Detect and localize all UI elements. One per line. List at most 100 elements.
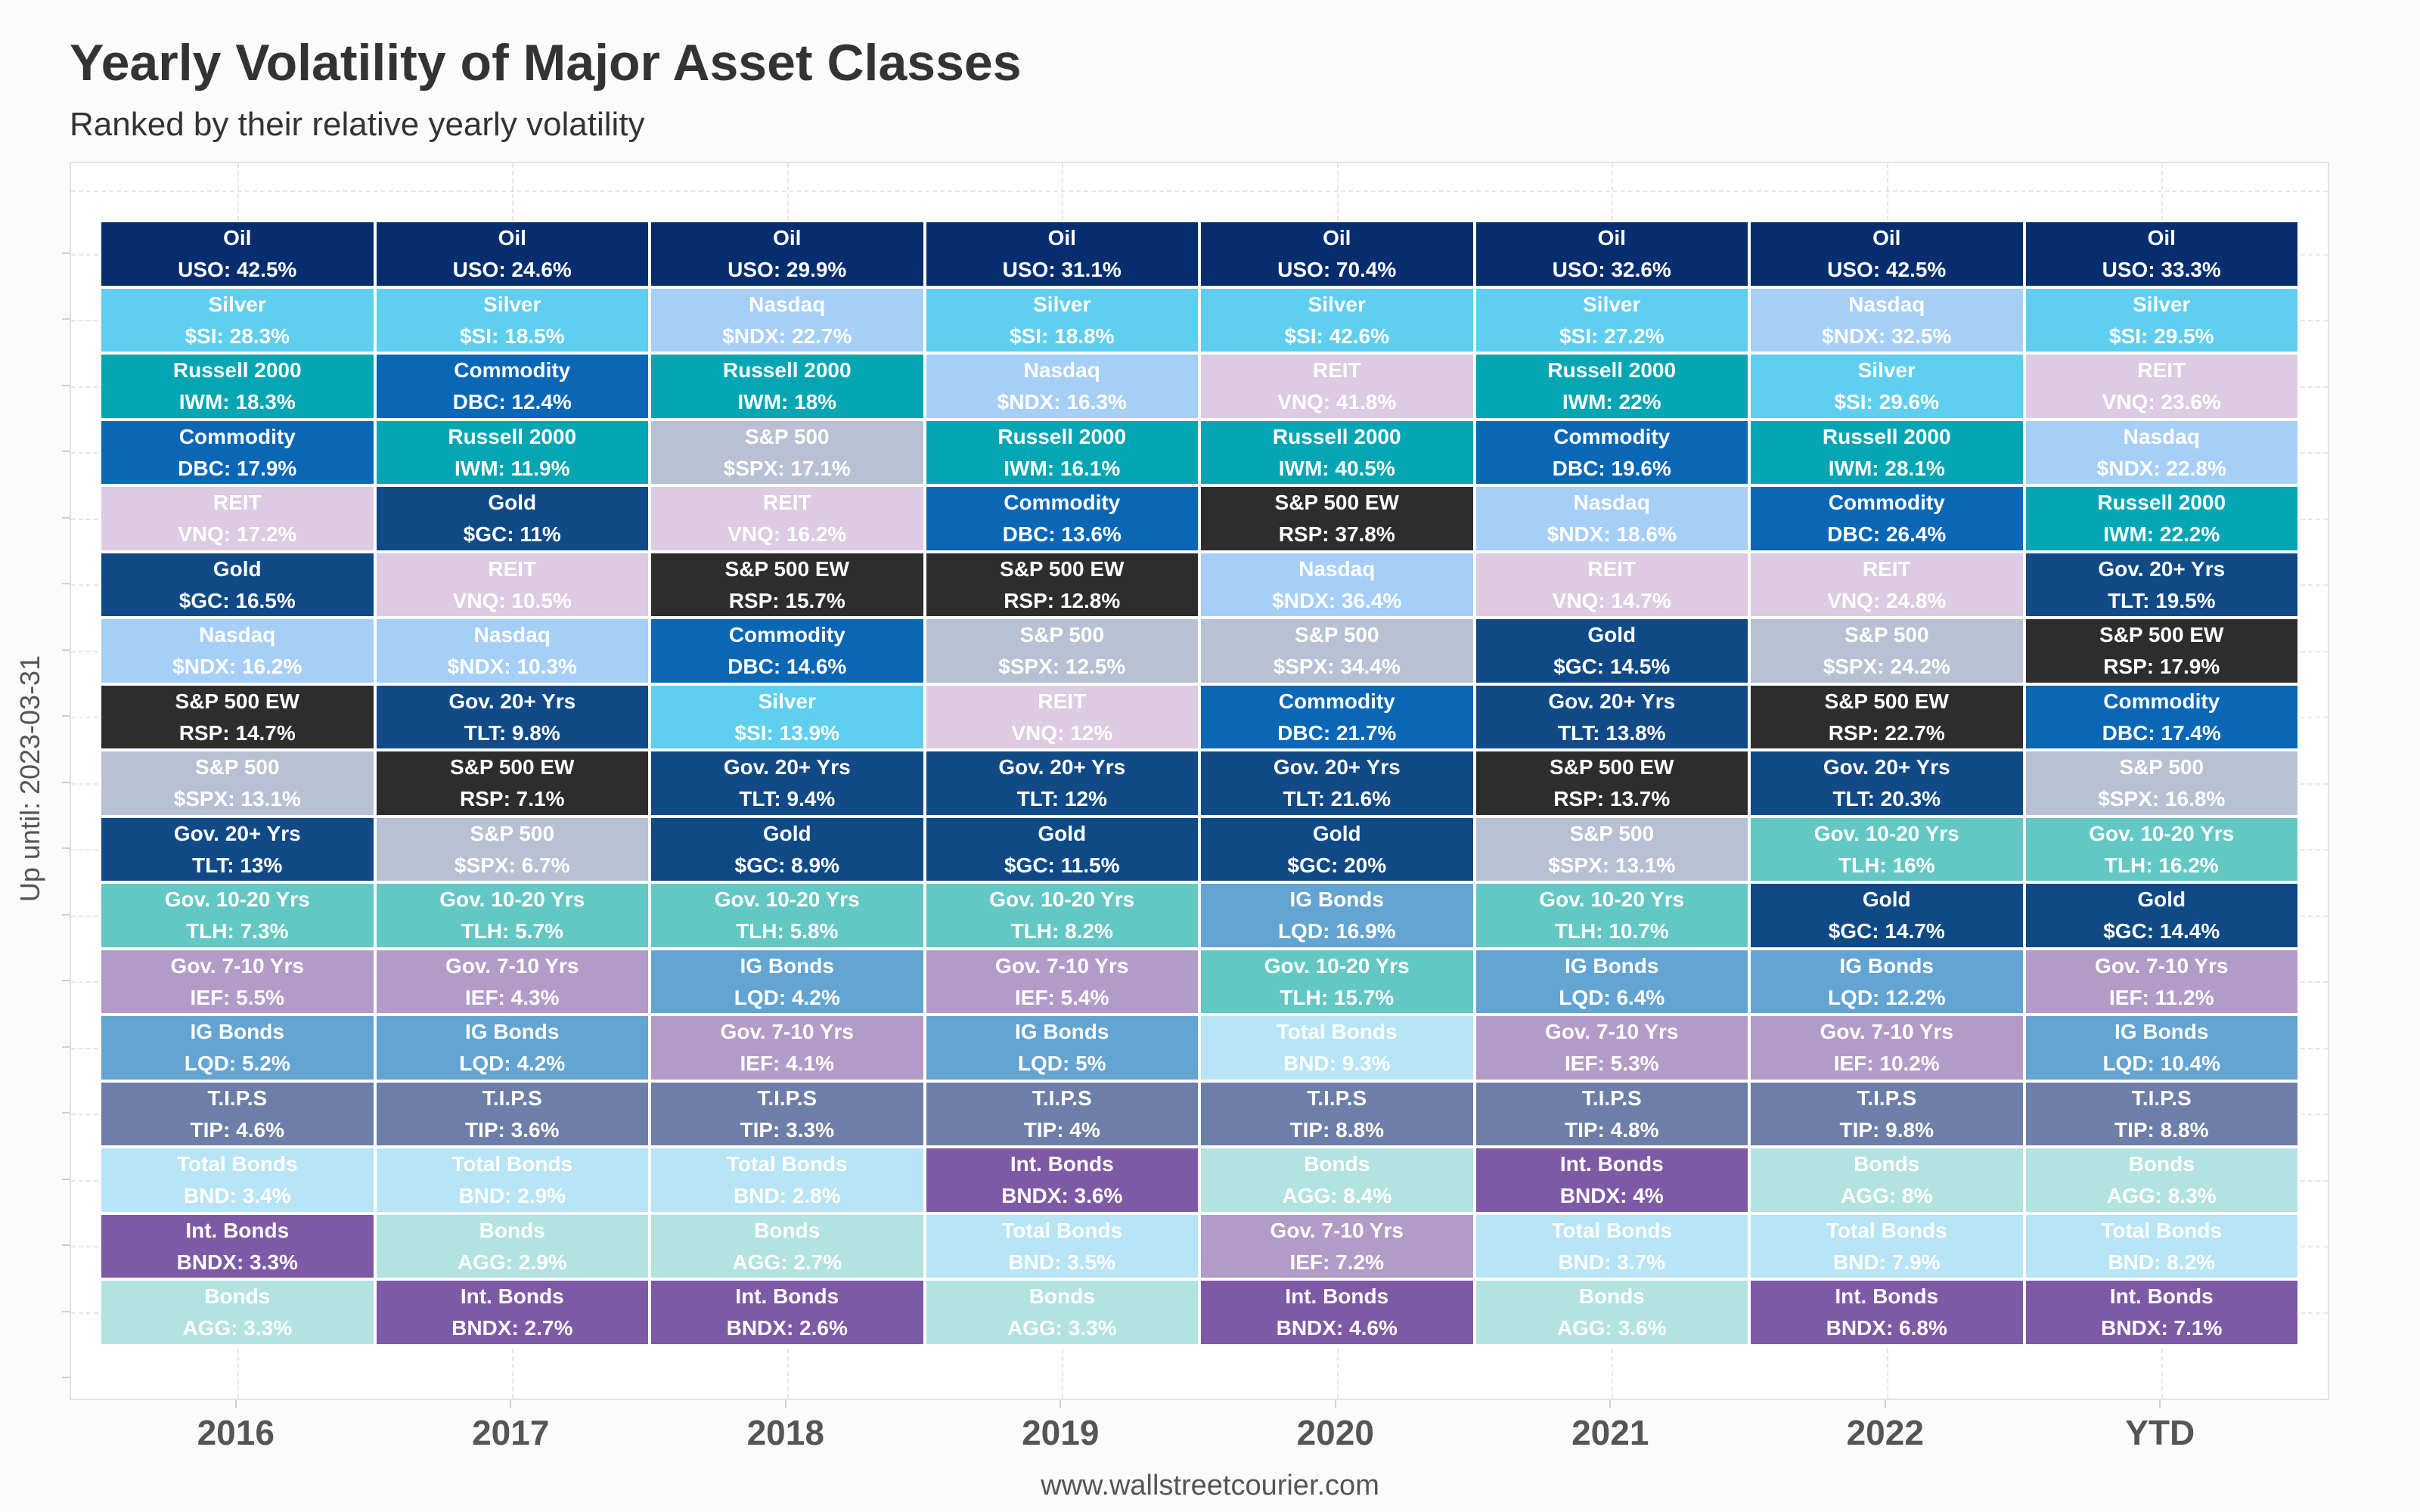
tile-volatility-value: AGG: 2.7% xyxy=(732,1250,842,1274)
tile-volatility-value: BNDX: 6.8% xyxy=(1826,1316,1947,1340)
source-footer: www.wallstreetcourier.com xyxy=(1041,1470,1379,1501)
tile-asset-name: Oil xyxy=(2147,226,2176,249)
tile-volatility-value: IEF: 5.4% xyxy=(1015,985,1109,1009)
tile-volatility-value: TLH: 16.2% xyxy=(2104,853,2219,877)
tile-volatility-value: TLT: 21.6% xyxy=(1283,787,1392,810)
tile-volatility-value: IEF: 5.3% xyxy=(1565,1052,1659,1075)
tile-asset-name: Silver xyxy=(758,689,816,713)
tile-2020-rank-6: Nasdaq $NDX: 36.4% xyxy=(1199,551,1475,618)
tile-2018-rank-3: Russell 2000 IWM: 18% xyxy=(650,353,925,420)
tile-asset-name: Bonds xyxy=(1304,1152,1370,1176)
tile-asset-name: Gov. 20+ Yrs xyxy=(448,689,576,713)
tile-2020-rank-17: Int. Bonds BNDX: 4.6% xyxy=(1199,1279,1475,1346)
tile-volatility-value: $GC: 16.5% xyxy=(178,588,296,612)
tile-2022-rank-14: T.I.P.S TIP: 9.8% xyxy=(1749,1080,2024,1147)
tile-asset-name: S&P 500 EW xyxy=(175,689,299,713)
tile-2017-rank-2: Silver $SI: 18.5% xyxy=(374,287,650,353)
tile-volatility-value: $NDX: 22.7% xyxy=(722,324,852,348)
tile-volatility-value: $SPX: 13.1% xyxy=(1548,853,1676,877)
tile-asset-name: Int. Bonds xyxy=(1835,1284,1939,1308)
tile-2019-rank-4: Russell 2000 IWM: 16.1% xyxy=(924,419,1199,485)
tile-volatility-value: $SI: 18.5% xyxy=(459,324,565,348)
tile-asset-name: T.I.P.S xyxy=(1307,1086,1367,1110)
tile-2021-rank-15: Int. Bonds BNDX: 4% xyxy=(1474,1147,1749,1213)
tile-2016-rank-7: Nasdaq $NDX: 16.2% xyxy=(100,618,375,684)
tile-2018-rank-14: T.I.P.S TIP: 3.3% xyxy=(650,1080,925,1147)
tile-volatility-value: TIP: 9.8% xyxy=(1839,1117,1934,1142)
tile-asset-name: Gov. 20+ Yrs xyxy=(998,755,1126,779)
tile-2016-rank-2: Silver $SI: 28.3% xyxy=(100,287,375,353)
tile-2021-rank-12: IG Bonds LQD: 6.4% xyxy=(1474,948,1749,1015)
tile-2016-rank-3: Russell 2000 IWM: 18.3% xyxy=(100,353,375,420)
tile-volatility-value: RSP: 13.7% xyxy=(1553,787,1671,810)
tile-volatility-value: $GC: 14.5% xyxy=(1553,655,1671,678)
tile-2017-rank-8: Gov. 20+ Yrs TLT: 9.8% xyxy=(374,683,650,750)
tile-asset-name: Gov. 10-20 Yrs xyxy=(164,888,310,911)
tile-2019-rank-14: T.I.P.S TIP: 4% xyxy=(924,1080,1199,1147)
tile-asset-name: Commodity xyxy=(728,623,845,646)
tile-2020-rank-4: Russell 2000 IWM: 40.5% xyxy=(1199,419,1475,485)
tile-asset-name: S&P 500 xyxy=(470,821,555,845)
tile-volatility-value: $GC: 14.4% xyxy=(2103,919,2220,943)
tile-volatility-value: BND: 2.8% xyxy=(733,1184,841,1207)
tile-2022-rank-15: Bonds AGG: 8% xyxy=(1749,1147,2024,1213)
tile-2018-rank-12: IG Bonds LQD: 4.2% xyxy=(650,948,925,1015)
tile-volatility-value: $NDX: 22.8% xyxy=(2096,456,2226,480)
tile-asset-name: Silver xyxy=(1308,292,1366,316)
tile-volatility-value: LQD: 6.4% xyxy=(1559,985,1665,1009)
tile-asset-name: Int. Bonds xyxy=(185,1218,290,1242)
tile-2020-rank-15: Bonds AGG: 8.4% xyxy=(1199,1147,1475,1213)
x-tick-mark xyxy=(784,1400,786,1408)
tile-asset-name: S&P 500 EW xyxy=(1274,491,1399,514)
x-tick-label: YTD xyxy=(2125,1413,2195,1452)
tile-volatility-value: DBC: 14.6% xyxy=(728,655,847,678)
tile-YTD-rank-3: REIT VNQ: 23.6% xyxy=(2024,353,2299,420)
tile-volatility-value: USO: 42.5% xyxy=(178,258,297,281)
tile-asset-name: T.I.P.S xyxy=(1857,1086,1917,1110)
tile-volatility-value: TLH: 15.7% xyxy=(1280,985,1395,1009)
tile-asset-name: IG Bonds xyxy=(2114,1020,2209,1043)
tile-2020-rank-5: S&P 500 EW RSP: 37.8% xyxy=(1199,485,1475,552)
tile-asset-name: S&P 500 EW xyxy=(2099,623,2224,646)
tile-asset-name: IG Bonds xyxy=(1289,888,1384,911)
tile-volatility-value: LQD: 5.2% xyxy=(184,1052,290,1075)
tile-2017-rank-14: T.I.P.S TIP: 3.6% xyxy=(374,1080,650,1147)
tile-asset-name: Bonds xyxy=(754,1218,821,1242)
tile-asset-name: Silver xyxy=(1583,292,1641,316)
tile-volatility-value: BND: 8.2% xyxy=(2108,1250,2216,1274)
tile-asset-name: Gov. 20+ Yrs xyxy=(1548,689,1676,713)
tile-volatility-value: BNDX: 3.6% xyxy=(1001,1184,1123,1207)
tile-asset-name: Silver xyxy=(2133,292,2191,316)
tile-volatility-value: TLH: 16% xyxy=(1838,853,1935,877)
tile-2018-rank-4: S&P 500 $SPX: 17.1% xyxy=(650,419,925,485)
tile-volatility-value: IWM: 40.5% xyxy=(1278,456,1395,480)
tile-asset-name: Int. Bonds xyxy=(460,1284,564,1308)
tile-2017-rank-9: S&P 500 EW RSP: 7.1% xyxy=(374,750,650,816)
tile-asset-name: Bonds xyxy=(1854,1152,1920,1176)
tile-asset-name: S&P 500 xyxy=(1294,623,1379,646)
tile-asset-name: S&P 500 EW xyxy=(1824,689,1949,713)
tile-asset-name: Total Bonds xyxy=(1276,1020,1398,1043)
tile-2017-rank-11: Gov. 10-20 Yrs TLH: 5.7% xyxy=(374,882,650,949)
chart-title: Yearly Volatility of Major Asset Classes xyxy=(70,34,1022,91)
tile-volatility-value: RSP: 12.8% xyxy=(1004,588,1121,612)
y-tick-mark xyxy=(62,1310,70,1312)
tile-volatility-value: RSP: 15.7% xyxy=(728,588,845,612)
tile-volatility-value: $GC: 11.5% xyxy=(1004,853,1120,877)
tile-volatility-value: TIP: 4% xyxy=(1023,1117,1100,1142)
tile-volatility-value: $GC: 8.9% xyxy=(734,853,840,877)
tile-2017-rank-10: S&P 500 $SPX: 6.7% xyxy=(374,816,650,882)
tile-asset-name: Gov. 10-20 Yrs xyxy=(1264,953,1410,978)
tile-volatility-value: BNDX: 4% xyxy=(1559,1184,1664,1207)
tile-2021-rank-9: S&P 500 EW RSP: 13.7% xyxy=(1474,750,1749,816)
tile-2021-rank-14: T.I.P.S TIP: 4.8% xyxy=(1474,1080,1749,1147)
tile-YTD-rank-9: S&P 500 $SPX: 16.8% xyxy=(2024,750,2299,816)
tile-volatility-value: USO: 32.6% xyxy=(1552,258,1671,281)
tile-2019-rank-6: S&P 500 EW RSP: 12.8% xyxy=(924,551,1199,618)
tile-volatility-value: RSP: 7.1% xyxy=(460,787,565,810)
tile-asset-name: REIT xyxy=(213,491,262,514)
tile-asset-name: Gold xyxy=(762,821,811,845)
tile-volatility-value: IEF: 4.1% xyxy=(740,1052,834,1075)
tile-2016-rank-12: Gov. 7-10 Yrs IEF: 5.5% xyxy=(100,948,375,1015)
tile-asset-name: Gov. 10-20 Yrs xyxy=(439,888,585,911)
